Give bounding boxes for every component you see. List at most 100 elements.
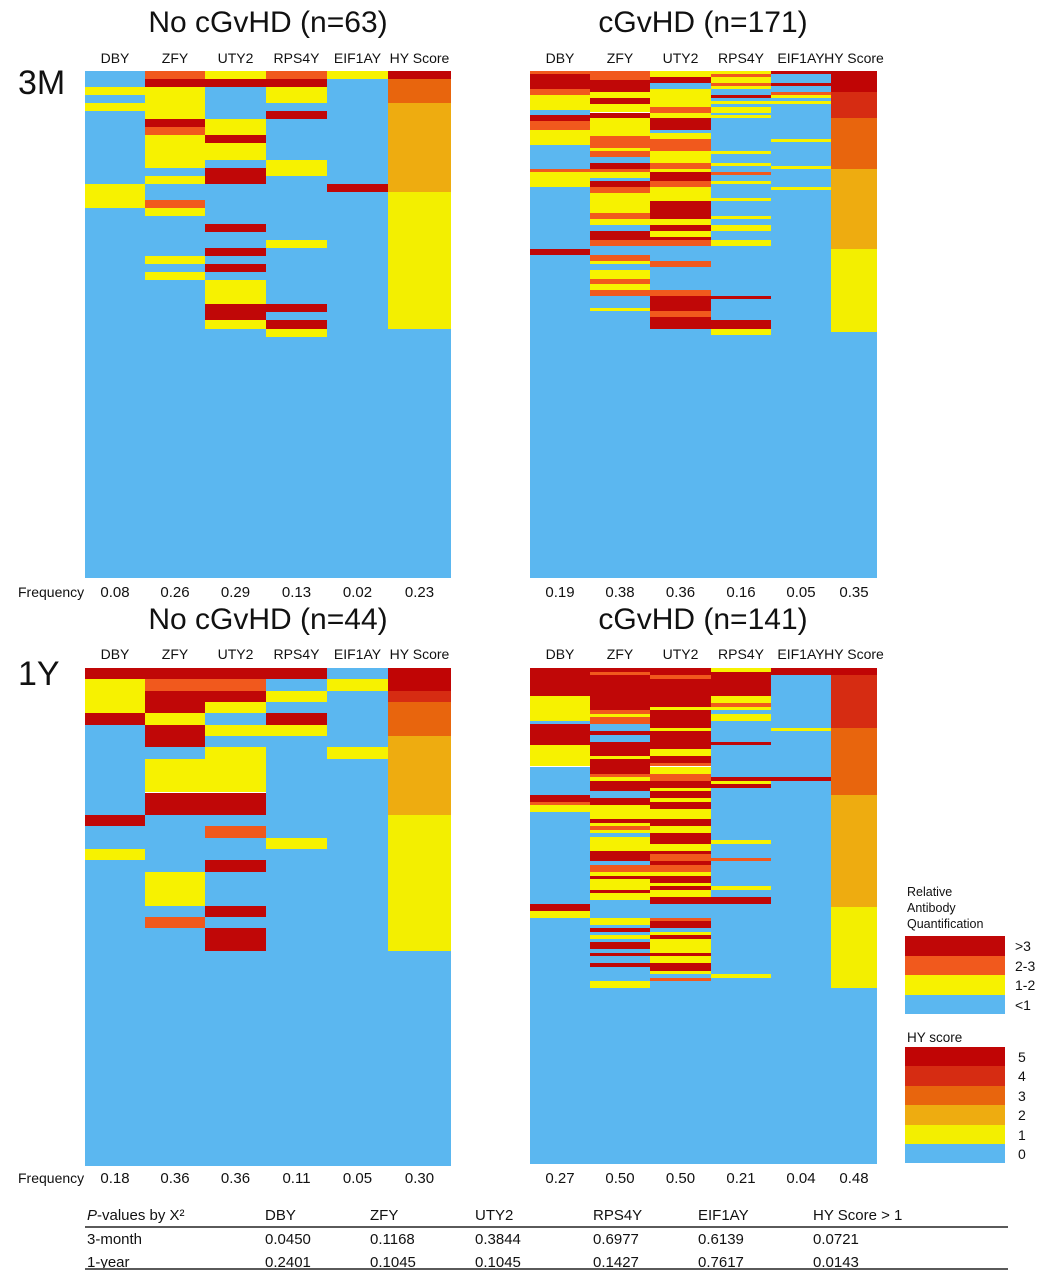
heatmap-band [590,296,650,309]
frequency-value: 0.38 [605,584,635,601]
column-header-uty2: UTY2 [662,646,699,662]
legend-raq-swatch-1-2 [905,975,1005,995]
heatmap-band [711,106,771,113]
column-header-uty2: UTY2 [217,50,254,66]
heatmap-band [145,679,205,691]
heatmap-band [711,82,771,86]
heatmap-band [650,290,711,297]
frequency-value: 0.19 [545,584,575,601]
heatmap-band [650,311,711,318]
heatmap-band [590,928,650,932]
heatmap-band [650,225,711,232]
heatmap-band [650,82,711,89]
heatmap-band [831,675,877,728]
heatmap-band [650,240,711,246]
heatmap-band [650,938,711,953]
heatmap-band [650,833,711,844]
frequency-axis-label-1y: Frequency [18,1170,85,1186]
frequency-value: 0.50 [665,1170,696,1187]
heatmap-band [711,296,771,300]
heatmap-band [590,308,650,312]
timepoint-label-1y: 1Y [18,655,60,693]
heatmap-band [145,747,205,759]
column-header-zfy: ZFY [606,50,634,66]
heatmap-band [530,109,590,116]
heatmap-band [145,905,205,917]
heatmap-band [711,710,771,714]
heatmap-band [650,180,711,187]
legend-hy-label: 3 [1018,1087,1026,1104]
heatmap-band [590,836,650,851]
frequency-value: 0.18 [100,1170,130,1187]
heatmap-band [266,668,327,680]
column-header-hy-score: HY Score [389,50,450,66]
column-header-rps4y: RPS4Y [273,50,320,66]
legend-hy-swatch-4 [905,1066,1005,1086]
heatmap-band [205,950,266,1166]
heatmap-band [205,815,266,827]
heatmap-band [650,118,711,131]
heatmap-band [388,735,451,816]
heatmap-band [205,71,266,80]
heatmap-band [711,73,771,77]
heatmap-band [590,942,650,950]
heatmap-band [771,139,831,143]
heatmap-band [590,777,650,781]
frequency-value: 0.02 [342,584,373,601]
heatmap-band [771,189,831,578]
heatmap-band [530,168,590,172]
heatmap-band [590,311,650,578]
frequency-value: 0.05 [786,584,816,601]
heatmap-band [771,71,831,74]
heatmap-band [145,690,205,714]
heatmap-band [590,186,650,193]
heatmap-band [831,907,877,989]
heatmap-band [650,889,711,897]
heatmap-band [711,977,771,1164]
heatmap-band [650,171,711,181]
heatmap-band [327,71,388,80]
heatmap-band [650,219,711,226]
heatmap-band [590,741,650,756]
heatmap-band [590,177,650,181]
heatmap-band [711,198,771,202]
heatmap-band [590,156,650,163]
heatmap-band [145,135,205,168]
heatmap-band [590,168,650,172]
heatmap-band [266,328,327,337]
heatmap-band [831,668,877,676]
heatmap-band [711,216,771,220]
heatmap-band [771,91,831,95]
heatmap-band [711,720,771,742]
heatmap-band [327,668,388,680]
heatmap-band [590,949,650,953]
heatmap-band [711,706,771,711]
heatmap-band [388,79,451,104]
p-table-row-1-year-cell: 0.7617 [698,1254,744,1271]
heatmap-band [650,791,711,799]
heatmap-band [831,794,877,908]
heatmap-band [327,758,388,1166]
heatmap-band [711,162,771,166]
heatmap-band [650,678,711,707]
heatmap-band [650,727,711,732]
heatmap-band [530,186,590,249]
column-header-uty2: UTY2 [662,50,699,66]
heatmap-band [266,701,327,714]
heatmap-band [711,240,771,246]
heatmap-band [650,186,711,202]
heatmap-band [205,159,266,168]
heatmap-band [590,171,650,178]
heatmap-band [771,668,831,676]
heatmap-band [590,219,650,226]
heatmap-band [831,168,877,249]
heatmap-band [590,97,650,104]
heatmap-band [650,317,711,329]
heatmap-band [530,812,590,904]
heatmap-band [145,87,205,120]
heatmap-band [145,127,205,136]
column-header-dby: DBY [100,50,130,66]
heatmap-band [590,805,650,820]
heatmap-band [711,151,771,154]
heatmap-band [205,119,266,136]
